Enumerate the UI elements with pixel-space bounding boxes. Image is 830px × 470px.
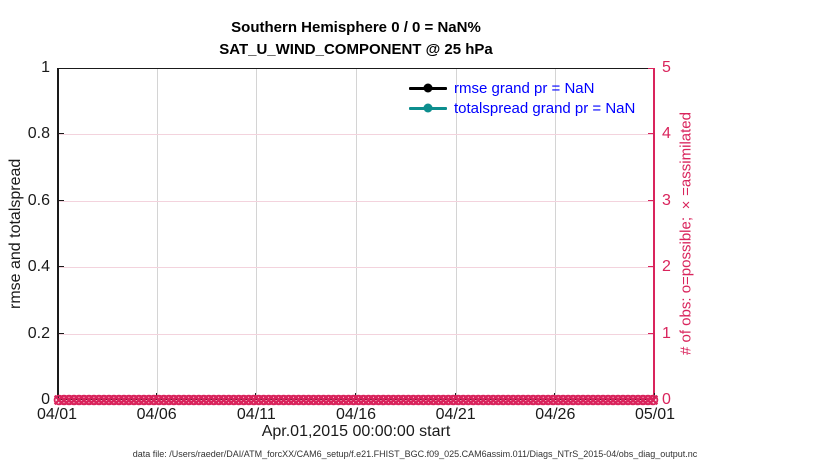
right-tick-label: 0 xyxy=(662,391,671,408)
horizontal-gridline xyxy=(57,200,655,202)
left-tick-label: 0.4 xyxy=(27,258,50,276)
vertical-gridline xyxy=(256,68,258,400)
left-tick-label: 0 xyxy=(41,391,50,408)
chart-subtitle: SAT_U_WIND_COMPONENT @ 25 hPa xyxy=(219,41,493,58)
vertical-gridline xyxy=(356,68,357,400)
obs-count-marker xyxy=(647,394,659,406)
left-tick-mark xyxy=(57,332,64,334)
vertical-gridline xyxy=(455,68,457,400)
legend-marker xyxy=(423,83,433,93)
x-axis-label: Apr.01,2015 00:00:00 start xyxy=(261,423,451,440)
vertical-gridline xyxy=(156,68,158,400)
left-tick-mark xyxy=(57,199,64,201)
legend-label: totalspread grand pr = NaN xyxy=(454,99,636,117)
legend-line xyxy=(409,103,447,113)
right-tick-mark xyxy=(648,266,655,268)
x-tick-label: 05/01 xyxy=(634,406,676,423)
horizontal-gridline xyxy=(57,333,655,335)
legend-item: totalspread grand pr = NaN xyxy=(409,99,635,117)
right-tick-label: 3 xyxy=(662,191,671,209)
right-tick-mark xyxy=(648,133,655,135)
right-tick-mark xyxy=(648,68,655,69)
chart-title: Southern Hemisphere 0 / 0 = NaN% xyxy=(231,19,481,36)
legend-item: rmse grand pr = NaN xyxy=(409,79,635,97)
legend-line xyxy=(409,83,447,93)
horizontal-gridline xyxy=(57,134,655,136)
left-tick-label: 0.6 xyxy=(27,191,50,209)
x-tick-label: 04/21 xyxy=(435,406,476,423)
data-file-caption: data file: /Users/raeder/DAI/ATM_forcXX/… xyxy=(132,449,698,459)
plot-area xyxy=(57,68,655,400)
right-axis-label: # of obs: o=possible; ×=assimilated xyxy=(677,112,695,356)
right-tick-mark xyxy=(648,199,655,201)
right-tick-mark xyxy=(648,332,655,334)
right-tick-label: 4 xyxy=(662,125,671,143)
left-axis-label: rmse and totalspread xyxy=(7,158,24,310)
x-tick-label: 04/16 xyxy=(335,406,377,423)
obs-marker-band xyxy=(53,394,659,406)
horizontal-gridline xyxy=(57,267,655,269)
legend: rmse grand pr = NaN totalspread grand pr … xyxy=(409,79,635,117)
x-tick-label: 04/26 xyxy=(535,406,576,423)
x-tick-label: 04/01 xyxy=(36,406,78,423)
left-tick-mark xyxy=(57,68,64,69)
axis-top xyxy=(57,68,655,69)
right-tick-label: 2 xyxy=(662,258,671,276)
vertical-gridline xyxy=(555,68,557,400)
legend-label: rmse grand pr = NaN xyxy=(454,79,595,97)
left-tick-mark xyxy=(57,133,64,135)
x-tick-label: 04/11 xyxy=(236,406,276,423)
right-tick-label: 1 xyxy=(662,324,671,342)
left-tick-label: 0.2 xyxy=(27,324,50,342)
left-tick-mark xyxy=(57,266,64,268)
left-tick-label: 0.8 xyxy=(27,125,50,143)
axis-bottom xyxy=(57,399,655,400)
left-tick-label: 1 xyxy=(41,59,50,76)
x-tick-label: 04/06 xyxy=(136,406,177,423)
axis-left xyxy=(57,68,59,400)
legend-marker xyxy=(423,103,433,113)
right-tick-label: 5 xyxy=(662,59,671,76)
axis-right xyxy=(653,68,655,400)
